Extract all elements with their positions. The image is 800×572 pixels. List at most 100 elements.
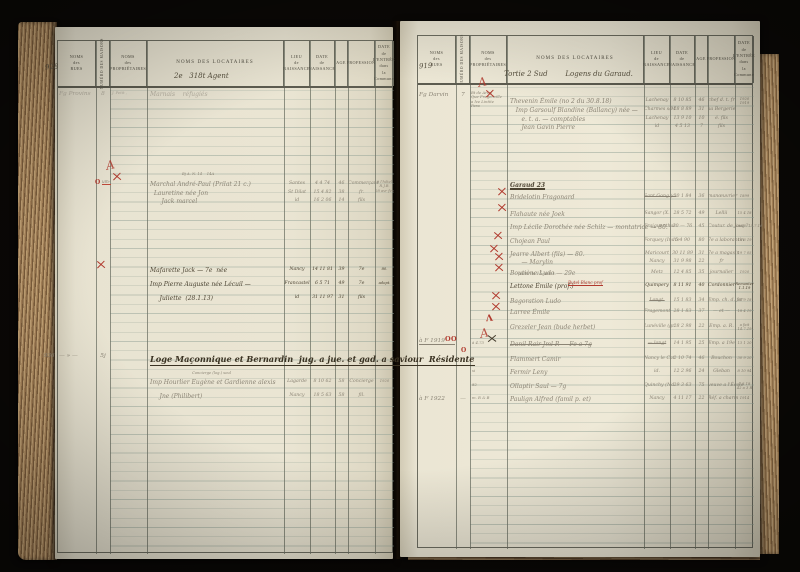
cell-text: 8 10 94 (737, 369, 752, 373)
cell-text: 8 (101, 91, 105, 97)
column-rule (456, 36, 457, 549)
cell-text: Bouchon (711, 356, 732, 361)
cell-text: 10 (698, 116, 705, 121)
cell-text: 13 1 20 (737, 341, 752, 345)
cell-text: Concierge (349, 379, 374, 384)
cell-text: 31 9 18 (737, 298, 752, 302)
red-x-mark-icon (494, 252, 504, 262)
col-header-text: NOMS (69, 53, 84, 59)
cell-text: — » — (59, 353, 78, 359)
cell-text: Sangor (X. (644, 211, 670, 216)
col-header-text: de (381, 50, 387, 56)
cell-text: à 4.73 (472, 340, 484, 345)
cell-text: Lagarde (287, 379, 307, 384)
cell-text: 80 (698, 238, 705, 243)
cell-text: Loge Maçonnique et Bernardin jug. a jue.… (150, 354, 475, 366)
cell-text: Bj A. N. 14 14A (182, 172, 215, 176)
cell-text: 18 5 63 (313, 393, 332, 398)
col-header-text: dans (739, 59, 749, 65)
cell-text: 13 9 10 (673, 116, 692, 121)
cell-text: Concierge (log.) seul (192, 371, 231, 375)
cell-text: fils (357, 198, 366, 203)
cell-text: 31 11 97 (312, 295, 333, 300)
cell-text: id (294, 198, 300, 203)
cell-text: adopt. (378, 281, 391, 285)
cell-text: 4 5 13 (675, 124, 690, 129)
cell-text: a (472, 355, 475, 360)
cell-text: à F 1919 (419, 338, 455, 345)
col-header-text: PROPRIÉTAIRES (109, 66, 147, 72)
cell-text: Boutiène Ludo — 29e (510, 270, 576, 277)
cell-text: id (294, 295, 300, 300)
cell-text: fil. (358, 393, 365, 398)
cell-text: sa Bergerie (708, 107, 736, 112)
cell-text: Réf. a charm (708, 396, 739, 401)
col-header-text: NOMS DES LOCATAIRES (176, 60, 254, 66)
col-header-text: de (319, 60, 325, 66)
ruled-lines (110, 90, 394, 552)
cell-text: 14 1 95 (673, 341, 692, 346)
col-header-text: DATE (377, 44, 391, 50)
col-header-entree: DATE de L'ENTRÉE dans la Commune (733, 36, 755, 83)
red-double-circle-mark-icon: OO (445, 335, 458, 343)
cell-text: 16 2 06 (313, 198, 332, 203)
cell-text: id. (654, 369, 660, 374)
column-rule (110, 41, 111, 554)
cell-text: Nancy le Cat (644, 356, 675, 361)
cell-text: Fg Provins (59, 91, 91, 97)
cell-text: Longt. 15.7.16 (735, 224, 763, 228)
cell-text: Emp. a 19e (708, 341, 735, 346)
column-rule (147, 41, 148, 554)
cell-text: 45 (698, 224, 705, 229)
col-header-text: de (654, 56, 659, 62)
cell-text: à F 1922 (419, 396, 445, 402)
cell-text: Nancy (649, 396, 665, 401)
col-header-text: Commune (374, 75, 394, 81)
col-header-proprietaires: NOMS des PROPRIÉTAIRES (110, 41, 147, 86)
cell-text: Emp. ch. d. fer (708, 298, 744, 303)
margin-annotation: um– (102, 179, 111, 186)
cell-text: 8 10 85 (673, 98, 692, 103)
cell-text: Santes (288, 181, 306, 186)
col-header-text: Commune (734, 71, 754, 77)
cell-text: 7e a laborantin (708, 238, 745, 243)
cell-text: 1920 1919 (739, 97, 750, 106)
cell-text: 1914 (739, 396, 750, 400)
cell-text: 7e a magasin (708, 251, 740, 256)
cell-text: Lettone Émile (prof.) (510, 283, 574, 290)
cell-text: 28 2 98 (673, 324, 692, 329)
cell-text: 38 (338, 190, 345, 195)
cell-text: Bagoration Ludo (510, 298, 561, 305)
cell-text: e. t. a. — comptables (510, 116, 586, 123)
cell-text: journalier (709, 270, 734, 275)
col-header-locataires: NOMS DES LOCATAIRES (147, 41, 284, 86)
col-header-text: RUES (430, 62, 443, 68)
cell-text: 46 (338, 181, 345, 186)
cell-text: — et — (712, 309, 730, 314)
cell-text: a fait 14.7.19 (737, 323, 752, 332)
col-header-text: des (124, 60, 132, 66)
cell-text: Jean Gavin Pierre (510, 124, 575, 131)
col-header-lieu: LIEU de NAISSANCE (643, 36, 670, 83)
cell-text: Thevenin Émile (no 2 du 30.8.18) (510, 98, 612, 105)
cell-text: 15 4 82 (313, 190, 332, 195)
cell-text: Imp Lécile Dorothée née Schilz — montatr… (510, 224, 668, 231)
cell-text: 1899 (739, 194, 750, 198)
cell-text: 31 9 98 (673, 259, 692, 264)
col-header-text: AGE (336, 60, 346, 66)
red-x-mark-icon (112, 172, 122, 182)
col-header-age: AGE (695, 36, 708, 83)
cell-text: Jack marcel (150, 198, 198, 205)
cell-text: Metz (651, 270, 663, 275)
cell-text: 1920 (379, 379, 390, 383)
cell-text: — Marylin (510, 259, 554, 266)
cell-text: à l'hôtel R.J.B. 28 avr fev (375, 180, 394, 193)
cell-text: Quinchy (Nd (644, 383, 675, 388)
col-header-text: NAISSANCE (668, 62, 696, 68)
cell-text: 2 10 74 (673, 356, 692, 361)
cell-text: 37 (698, 309, 705, 314)
cell-text: 14 11 81 (312, 267, 333, 272)
cell-text: 28 5 72 (673, 211, 692, 216)
col-header-rues: NOMS des RUES (58, 41, 96, 86)
cell-text: 14 (338, 198, 345, 203)
